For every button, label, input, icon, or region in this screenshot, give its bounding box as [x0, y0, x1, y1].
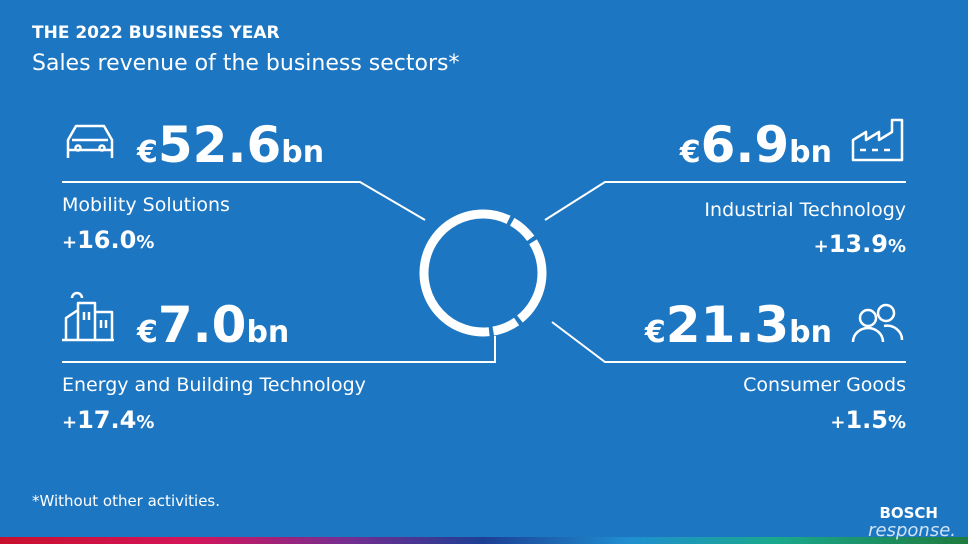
sector-label: Industrial Technology — [704, 199, 906, 221]
connector — [544, 181, 906, 221]
revenue-label: €52.6bn — [136, 116, 324, 174]
donut-segment — [492, 317, 520, 336]
growth-label: +16.0% — [62, 226, 154, 254]
title: THE 2022 BUSINESS YEAR — [32, 23, 280, 43]
revenue-label: €7.0bn — [136, 296, 289, 354]
growth-label: +13.9% — [814, 230, 906, 258]
building-icon — [62, 291, 114, 342]
car-icon — [66, 124, 114, 158]
growth-label: +1.5% — [830, 406, 906, 434]
watermark: response. — [868, 520, 956, 541]
donut-segment — [509, 217, 535, 242]
footnote: *Without other activities. — [32, 492, 220, 510]
growth-label: +17.4% — [62, 406, 154, 434]
connector — [551, 321, 906, 363]
factory-icon — [851, 118, 904, 162]
connector — [62, 181, 426, 221]
revenue-label: €21.3bn — [644, 296, 832, 354]
brand: BOSCH — [879, 504, 938, 522]
donut-segment — [419, 209, 511, 337]
sector-label: Consumer Goods — [743, 374, 906, 396]
people-icon — [851, 303, 904, 343]
sector-label: Energy and Building Technology — [62, 374, 366, 396]
sector-label: Mobility Solutions — [62, 194, 230, 216]
connector — [62, 336, 496, 363]
revenue-label: €6.9bn — [679, 116, 832, 174]
donut — [419, 209, 547, 337]
donut-segment — [516, 239, 547, 323]
color-strip — [0, 537, 968, 544]
subtitle: Sales revenue of the business sectors* — [32, 51, 459, 76]
